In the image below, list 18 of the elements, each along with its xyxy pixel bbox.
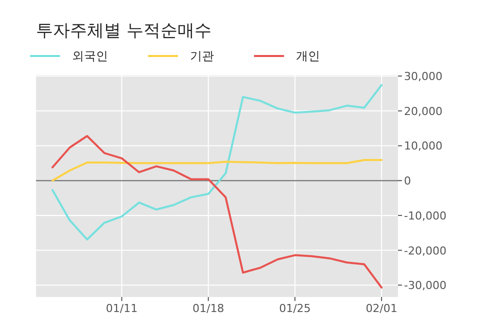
chart-title: 투자주체별 누적순매수 — [36, 21, 212, 41]
y-tick-label: -30,000 — [404, 279, 446, 292]
legend-label: 개인 — [296, 49, 320, 63]
line-series — [51, 84, 383, 240]
y-tick-label: 0 — [404, 174, 411, 188]
y-tick-label: -10,000 — [404, 209, 446, 222]
y-tick-label: 10,000 — [404, 140, 442, 153]
y-tick-label: -20,000 — [404, 244, 446, 258]
x-tick-label: 01/18 — [192, 302, 224, 315]
line-series — [51, 159, 383, 182]
line-series — [51, 134, 383, 289]
legend-label: 외국인 — [72, 49, 108, 63]
x-tick-label: 02/01 — [366, 302, 398, 315]
y-tick-label: 30,000 — [404, 70, 442, 84]
y-tick-label: 20,000 — [404, 104, 442, 118]
x-tick-label: 01/11 — [106, 302, 138, 315]
legend-label: 기관 — [190, 49, 214, 63]
x-tick-label: 01/25 — [279, 302, 311, 315]
